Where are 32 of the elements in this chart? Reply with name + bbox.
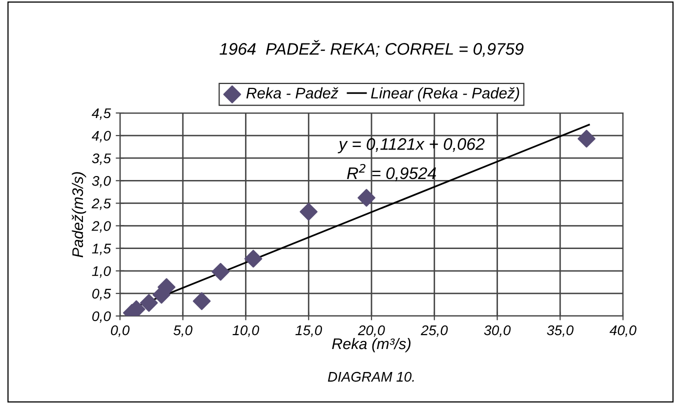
y-tick-label: 4,5 [92,108,112,120]
x-tick-label: 40,0 [610,325,636,337]
point [192,292,211,310]
legend-label: Reka - Padež [246,87,338,99]
x-tick-label: 30,0 [484,325,511,337]
x-tick-label: 20,0 [358,325,385,337]
point [140,294,158,312]
x-tick-label: 35,0 [546,325,574,337]
y-tick-label: 0,5 [92,288,112,300]
point [358,188,376,207]
x-tick-label: 10,0 [232,325,260,337]
x-tick-label: 0,0 [110,325,130,337]
y-axis-title: Padež(m3/s) [72,172,86,258]
chart-title: 1964 PADEŽ- REKA; CORREL = 0,9759 [220,40,524,57]
x-tick-label: 5,0 [174,325,192,337]
point [578,130,596,148]
y-tick-label: 4,0 [92,130,111,142]
point [212,262,230,281]
y-tick-label: 0,0 [92,311,111,323]
y-tick-label: 2,5 [92,198,112,210]
text: DIAGRAM 10. [328,372,414,382]
y-tick-label: 1,5 [92,244,112,256]
y-tick-label: 3,5 [92,153,112,165]
x-axis-title: Reka (m³/s) [332,338,410,352]
point [244,250,262,268]
y-tick-label: 3,0 [92,176,111,188]
point [300,202,318,221]
y-tick-label: 1,0 [92,266,111,278]
x-tick-label: 25,0 [420,325,448,337]
legend-label: Linear (Reka - Padež) [371,87,520,102]
x-tick-label: 15,0 [295,325,322,337]
y-tick-label: 2,0 [92,221,111,233]
